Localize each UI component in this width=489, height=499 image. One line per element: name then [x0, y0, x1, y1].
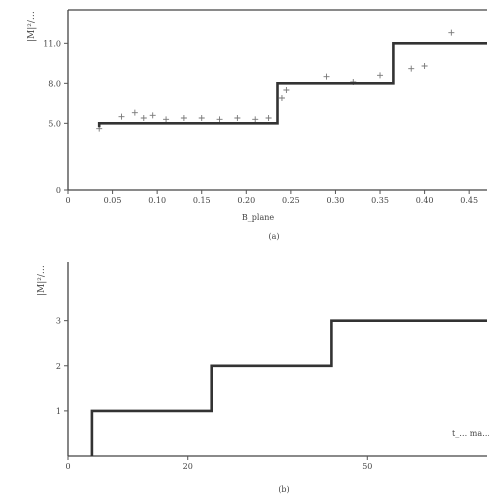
top-marker-1	[118, 113, 125, 120]
bottom-x-ticks: 0 20 50	[65, 456, 372, 471]
top-caption: (a)	[268, 232, 279, 241]
top-step-series	[97, 42, 487, 128]
bottom-chart: 0 20 50 1 2 3 |M|²/… t_… ma… (b)	[37, 262, 489, 494]
top-marker-11	[265, 115, 272, 121]
top-x-tick-label-2: 0.10	[148, 196, 166, 205]
bottom-y-tick-label-2: 3	[56, 317, 61, 326]
top-x-tick-label-0: 0	[65, 196, 70, 205]
top-marker-2	[131, 109, 138, 116]
top-x-ticks: 0 0.05 0.10 0.15 0.20 0.25 0.30 0.35 0.40 0.45	[65, 190, 478, 205]
top-marker-12	[278, 95, 285, 101]
bottom-annotation: t_… ma…	[452, 429, 489, 438]
bottom-x-tick-label-0: 0	[65, 462, 70, 471]
bottom-y-tick-label-1: 2	[56, 362, 61, 371]
bottom-y-ticks: 1 2 3	[56, 317, 68, 416]
top-marker-10	[252, 116, 259, 123]
top-x-tick-label-8: 0.40	[416, 196, 434, 205]
top-marker-14	[323, 73, 330, 80]
top-x-tick-label-6: 0.30	[327, 196, 345, 205]
top-marker-5	[163, 116, 170, 123]
top-y-tick-label-2: 8.0	[48, 79, 61, 88]
top-marker-8	[216, 116, 223, 123]
top-x-tick-label-4: 0.20	[237, 196, 255, 205]
top-x-tick-label-1: 0.05	[104, 196, 122, 205]
top-marker-19	[448, 29, 455, 36]
top-x-axis-label: B_plane	[242, 213, 274, 222]
top-x-tick-label-9: 0.45	[460, 196, 478, 205]
top-marker-6	[180, 115, 187, 121]
top-marker-4	[149, 112, 156, 119]
bottom-y-tick-label-0: 1	[56, 407, 61, 416]
top-marker-9	[234, 115, 241, 121]
bottom-x-tick-label-1: 20	[183, 462, 193, 471]
top-marker-16	[377, 72, 384, 79]
bottom-step-series	[90, 319, 487, 456]
bottom-x-tick-label-2: 50	[362, 462, 372, 471]
top-marker-7	[198, 115, 205, 121]
top-chart: 0 0.05 0.10 0.15 0.20 0.25 0.30 0.35 0.40 0.45 0 5…	[27, 9, 487, 241]
top-x-tick-label-7: 0.35	[371, 196, 389, 205]
top-y-tick-label-3: 11.0	[43, 39, 61, 48]
top-marker-13	[283, 87, 290, 93]
top-x-tick-label-5: 0.25	[282, 196, 300, 205]
top-marker-17	[408, 65, 415, 72]
top-x-tick-label-3: 0.15	[193, 196, 211, 205]
top-y-axis-label: |M|²/…	[27, 11, 37, 42]
top-y-ticks: 0 5.0 8.0 11.0	[43, 39, 68, 195]
top-y-tick-label-0: 0	[56, 186, 61, 195]
top-markers	[96, 29, 455, 132]
top-marker-18	[421, 63, 428, 69]
top-y-tick-label-1: 5.0	[48, 119, 61, 128]
bottom-caption: (b)	[278, 485, 289, 494]
bottom-y-axis-label: |M|²/…	[37, 265, 47, 296]
top-marker-3	[140, 115, 147, 121]
